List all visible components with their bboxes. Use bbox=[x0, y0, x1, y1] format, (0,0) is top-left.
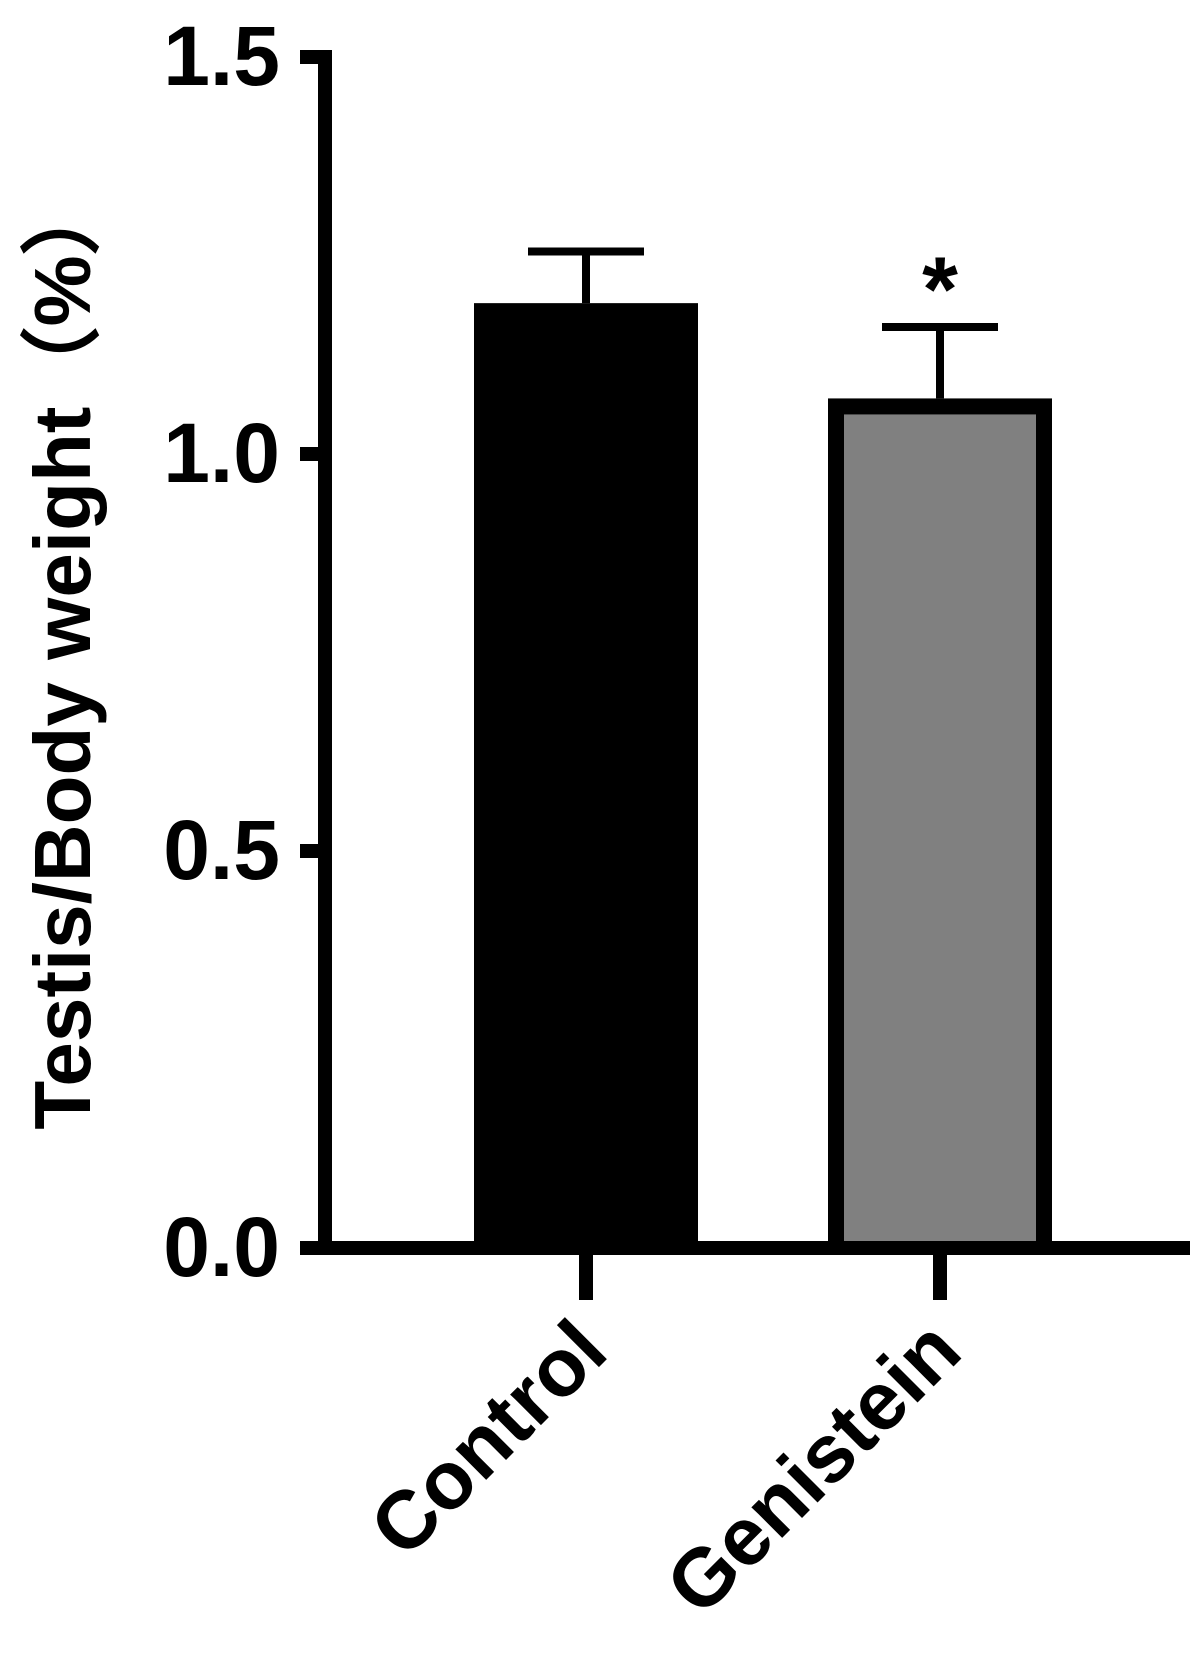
y-tick-label: 1.5 bbox=[163, 9, 280, 103]
significance-marker: * bbox=[922, 239, 958, 341]
y-tick-label: 0.0 bbox=[163, 1200, 280, 1294]
x-tick-label-control: Control bbox=[353, 1303, 623, 1573]
bar-fill-genistein bbox=[844, 414, 1036, 1241]
plot-area: 0.0 0.5 1.0 1.5 Control * Genistein bbox=[163, 9, 1052, 1632]
bar-fill-control bbox=[490, 319, 682, 1241]
y-axis-label: Testis/Body weight（%） bbox=[18, 175, 107, 1129]
x-tick-label-genistein: Genistein bbox=[649, 1303, 978, 1632]
y-tick-label: 0.5 bbox=[163, 803, 280, 897]
y-tick-label: 1.0 bbox=[163, 406, 280, 500]
